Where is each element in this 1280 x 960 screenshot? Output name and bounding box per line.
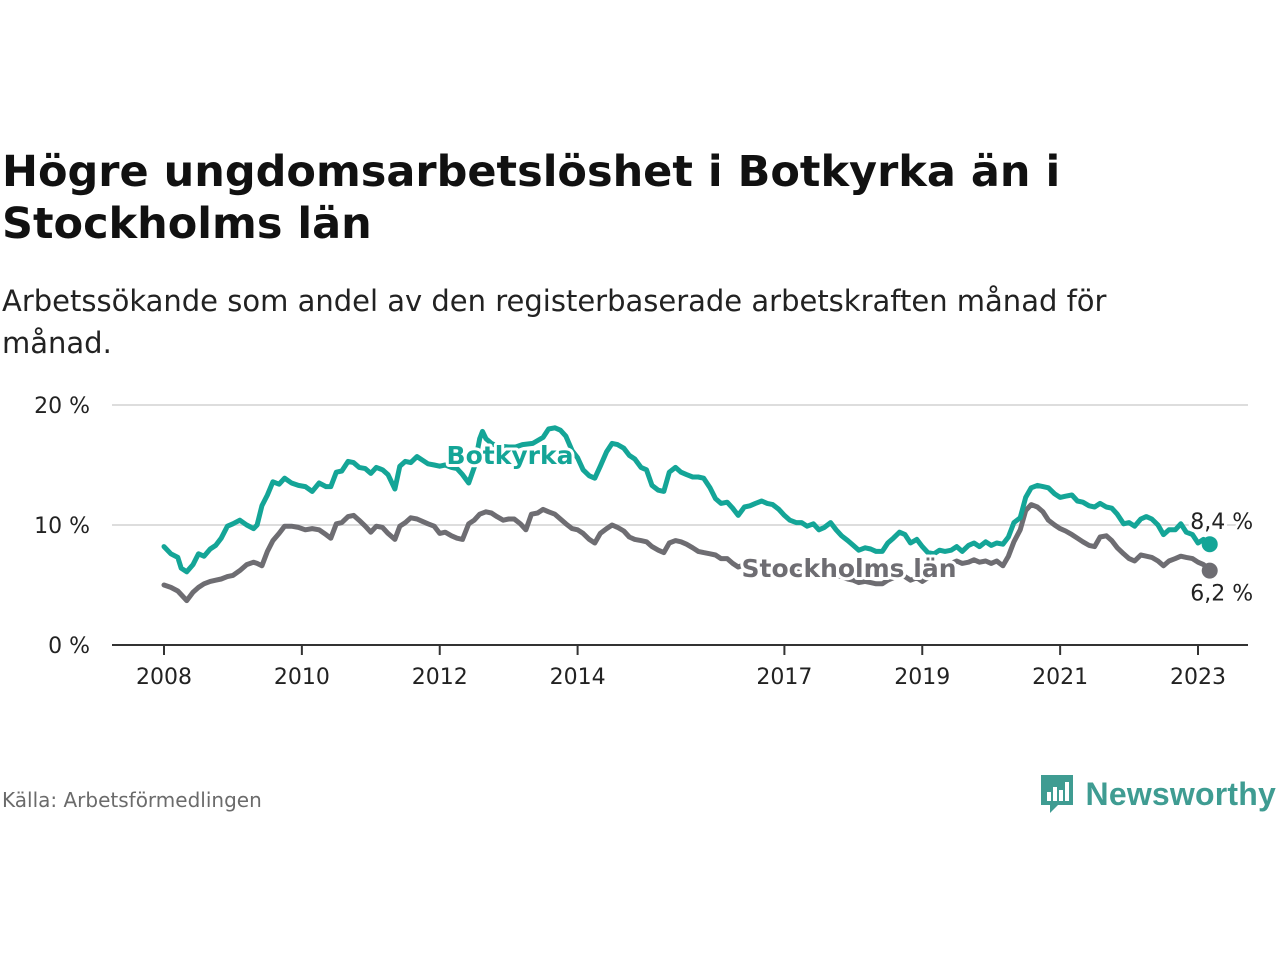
- series-label-botkyrka: Botkyrka: [447, 441, 574, 470]
- series-layer: [161, 425, 1218, 604]
- grid-layer: [112, 404, 1248, 526]
- brand-name: Newsworthy: [1085, 775, 1276, 812]
- x-tick-label: 2010: [274, 665, 330, 690]
- newsworthy-logo-icon: [1040, 775, 1073, 813]
- x-tick-label: 2017: [756, 665, 812, 690]
- x-tick-label: 2019: [894, 665, 950, 690]
- y-tick-label: 10 %: [34, 514, 90, 539]
- chart-subtitle: Arbetssökande som andel av den registerb…: [2, 284, 1107, 360]
- series-label-stockholm: Stockholms län: [742, 554, 957, 583]
- label-layer: Botkyrka Stockholms län 8,4 % 6,2 %: [444, 438, 1257, 610]
- x-tick-label: 2014: [550, 665, 606, 690]
- end-label-botkyrka: 8,4 %: [1190, 510, 1253, 535]
- series-line-stockholm: [161, 502, 1213, 604]
- x-tick-label: 2021: [1032, 665, 1088, 690]
- end-point-botkyrka: [1201, 536, 1218, 553]
- y-tick-label: 20 %: [34, 394, 90, 419]
- end-label-stockholm: 6,2 %: [1190, 582, 1253, 607]
- series-line-botkyrka: [161, 425, 1213, 575]
- x-tick-label: 2023: [1170, 665, 1226, 690]
- line-chart: 0 % 10 % 20 % 2008 2010 2012 2014 2017 2019 2021 2…: [34, 394, 1257, 690]
- axis-layer: 0 % 10 % 20 % 2008 2010 2012 2014 2017 2019 2021 2…: [34, 394, 1248, 690]
- end-point-stockholm: [1201, 562, 1218, 579]
- source-note: Källa: Arbetsförmedlingen: [2, 788, 262, 812]
- chart-title: Högre ungdomsarbetslöshet i Botkyrka än …: [2, 147, 1061, 249]
- brand-logo: Newsworthy: [1038, 772, 1276, 816]
- y-tick-label: 0 %: [48, 634, 90, 659]
- x-tick-label: 2008: [136, 665, 192, 690]
- x-tick-label: 2012: [412, 665, 468, 690]
